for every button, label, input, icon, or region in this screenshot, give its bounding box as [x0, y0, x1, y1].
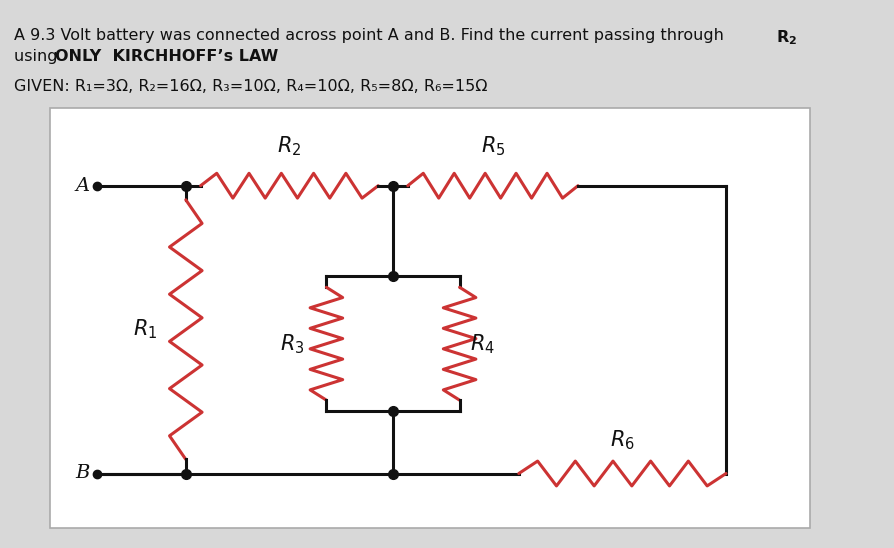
Text: A 9.3 Volt battery was connected across point A and B. Find the current passing : A 9.3 Volt battery was connected across …	[14, 28, 729, 43]
Text: $R_3$: $R_3$	[280, 332, 304, 356]
Text: using: using	[14, 49, 63, 64]
Text: $\mathbf{R_2}$: $\mathbf{R_2}$	[775, 28, 797, 47]
Text: A: A	[75, 176, 89, 195]
Text: $R_4$: $R_4$	[469, 332, 494, 356]
Text: $R_1$: $R_1$	[133, 318, 157, 341]
Text: B: B	[75, 465, 89, 482]
Text: ONLY  KIRCHHOFF’s LAW: ONLY KIRCHHOFF’s LAW	[55, 49, 278, 64]
Text: GIVEN: R₁=3Ω, R₂=16Ω, R₃=10Ω, R₄=10Ω, R₅=8Ω, R₆=15Ω: GIVEN: R₁=3Ω, R₂=16Ω, R₃=10Ω, R₄=10Ω, R₅…	[14, 79, 487, 94]
Text: $R_6$: $R_6$	[610, 428, 634, 452]
Text: $R_2$: $R_2$	[277, 134, 301, 158]
Text: $R_5$: $R_5$	[480, 134, 504, 158]
FancyBboxPatch shape	[50, 108, 809, 528]
